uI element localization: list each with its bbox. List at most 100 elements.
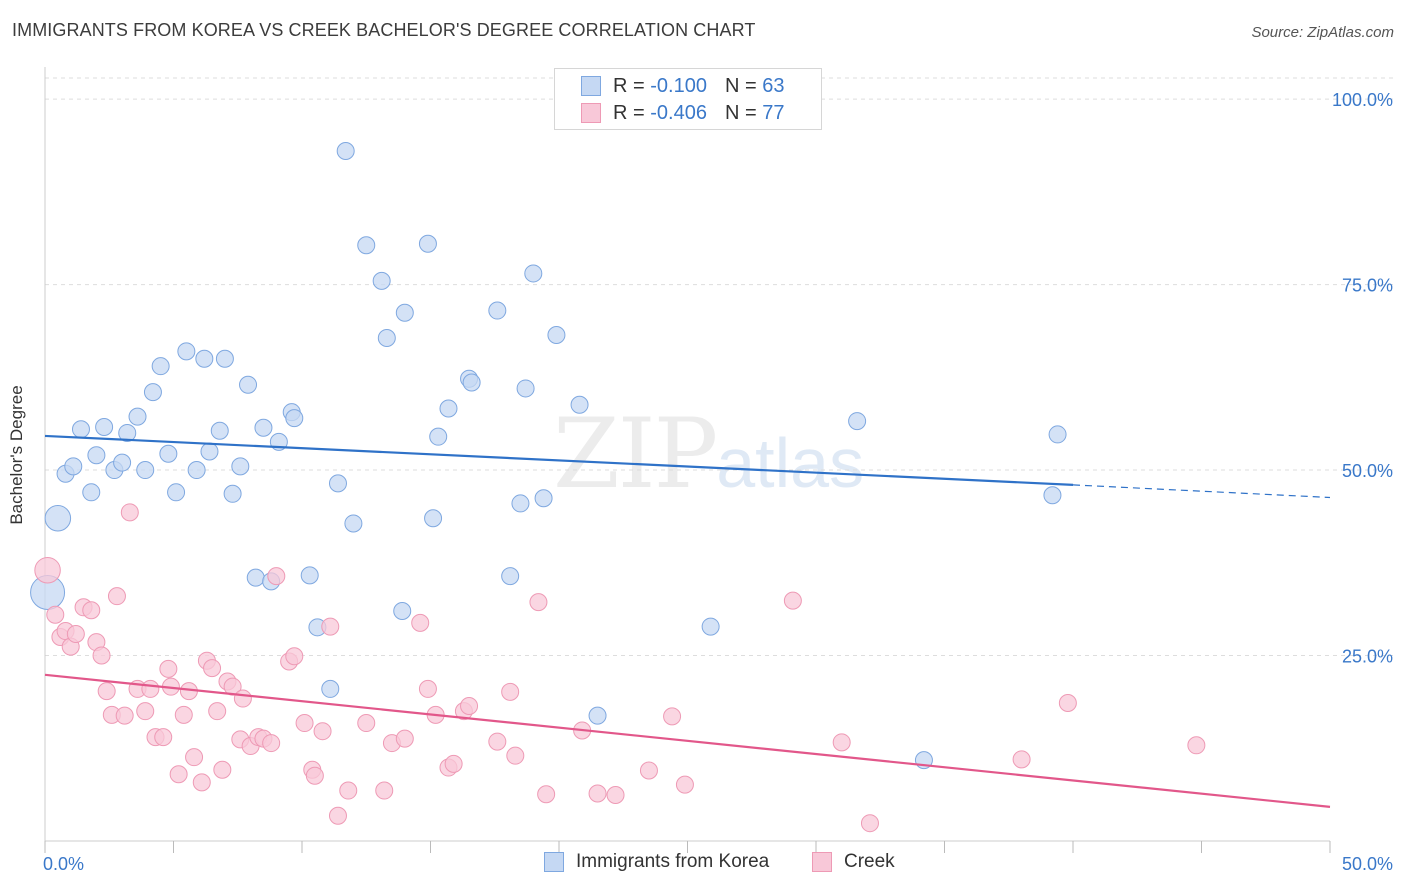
legend-r-label: R = — [613, 74, 645, 97]
data-point-korea — [848, 412, 867, 431]
data-point-creek — [488, 732, 507, 751]
trend-line-korea — [44, 434, 1074, 486]
data-point-korea — [187, 461, 206, 480]
data-point-creek — [313, 722, 332, 741]
data-point-creek — [262, 734, 281, 753]
y-tick-label: 100.0% — [1332, 90, 1393, 110]
data-point-korea — [44, 505, 72, 532]
series-legend: Immigrants from Korea Creek — [0, 851, 1406, 877]
legend-r-value: -0.406 — [650, 101, 707, 124]
data-point-creek — [115, 706, 134, 725]
data-point-korea — [95, 418, 114, 437]
data-point-korea — [231, 457, 250, 476]
data-point-korea — [570, 395, 589, 414]
legend-label-korea: Immigrants from Korea — [576, 851, 770, 872]
data-point-creek — [460, 696, 479, 715]
data-point-creek — [860, 814, 879, 833]
data-point-korea — [167, 483, 186, 502]
data-point-creek — [208, 702, 227, 721]
data-point-creek — [639, 761, 658, 780]
data-point-korea — [395, 303, 414, 322]
data-point-creek — [141, 679, 160, 698]
legend-swatch-creek — [581, 103, 601, 123]
data-point-korea — [357, 236, 376, 255]
legend-item-korea: Immigrants from Korea — [544, 851, 769, 873]
data-point-creek — [295, 714, 314, 733]
data-point-creek — [267, 567, 286, 586]
legend-row-korea: R = -0.100 N = 63 — [581, 73, 784, 99]
legend-r-label: R = — [613, 101, 645, 124]
correlation-legend: R = -0.100 N = 63 R = -0.406 N = 77 — [554, 68, 822, 130]
data-point-creek — [213, 760, 232, 779]
data-point-korea — [336, 142, 355, 161]
watermark: ZIPatlas — [553, 398, 864, 510]
y-tick-label: 50.0% — [1342, 461, 1393, 481]
legend-r-value: -0.100 — [650, 74, 707, 97]
data-point-korea — [210, 421, 229, 440]
data-point-korea — [1048, 425, 1067, 444]
data-point-creek — [444, 754, 463, 773]
data-point-creek — [97, 682, 116, 701]
data-point-creek — [339, 781, 358, 800]
legend-swatch-korea — [581, 76, 601, 96]
data-point-korea — [285, 409, 304, 428]
legend-row-creek: R = -0.406 N = 77 — [581, 100, 784, 126]
data-point-creek — [120, 503, 139, 522]
data-point-creek — [233, 689, 252, 708]
data-point-creek — [185, 748, 204, 767]
legend-n-label: N = — [724, 74, 757, 97]
legend-n-value: 77 — [762, 101, 785, 124]
data-point-korea — [501, 567, 520, 586]
data-point-creek — [506, 746, 525, 765]
legend-n-label: N = — [724, 101, 757, 124]
legend-swatch-korea — [544, 852, 564, 872]
data-point-creek — [107, 587, 126, 606]
data-point-creek — [537, 785, 556, 804]
data-point-korea — [439, 399, 458, 418]
legend-label-creek: Creek — [844, 851, 895, 872]
data-point-creek — [675, 775, 694, 794]
data-point-creek — [1058, 694, 1077, 713]
data-point-korea — [1043, 486, 1062, 505]
x-tick-label: 50.0% — [1342, 854, 1393, 874]
data-point-creek — [663, 707, 682, 726]
data-point-creek — [169, 765, 188, 784]
data-point-creek — [321, 617, 340, 636]
data-point-creek — [588, 784, 607, 803]
data-point-korea — [511, 494, 530, 513]
data-point-korea — [223, 484, 242, 503]
data-point-creek — [418, 679, 437, 698]
legend-n-value: 63 — [762, 74, 785, 97]
data-point-korea — [82, 483, 101, 502]
data-point-korea — [159, 444, 178, 463]
data-point-creek — [1187, 736, 1206, 755]
data-point-korea — [588, 706, 607, 725]
data-point-korea — [118, 423, 137, 442]
data-point-creek — [395, 729, 414, 748]
source-credit: Source: ZipAtlas.com — [1251, 24, 1394, 41]
data-point-creek — [375, 781, 394, 800]
data-point-korea — [143, 383, 162, 402]
data-point-korea — [424, 509, 443, 528]
data-point-korea — [195, 349, 214, 368]
data-point-creek — [136, 702, 155, 721]
data-point-korea — [328, 474, 347, 493]
data-point-korea — [64, 457, 83, 476]
data-point-creek — [285, 647, 304, 666]
data-point-creek — [46, 605, 65, 624]
watermark-zip: ZIP — [553, 398, 718, 510]
data-point-korea — [239, 375, 258, 394]
data-point-korea — [547, 326, 566, 345]
data-point-creek — [305, 766, 324, 785]
trend-line-extension-korea — [1072, 484, 1331, 499]
data-point-korea — [87, 446, 106, 465]
data-point-korea — [177, 342, 196, 361]
data-point-creek — [1012, 750, 1031, 769]
data-point-korea — [113, 453, 132, 472]
data-point-creek — [529, 593, 548, 612]
data-point-creek — [501, 682, 520, 701]
data-point-korea — [462, 373, 481, 392]
data-point-korea — [377, 328, 396, 347]
data-point-korea — [254, 418, 273, 437]
